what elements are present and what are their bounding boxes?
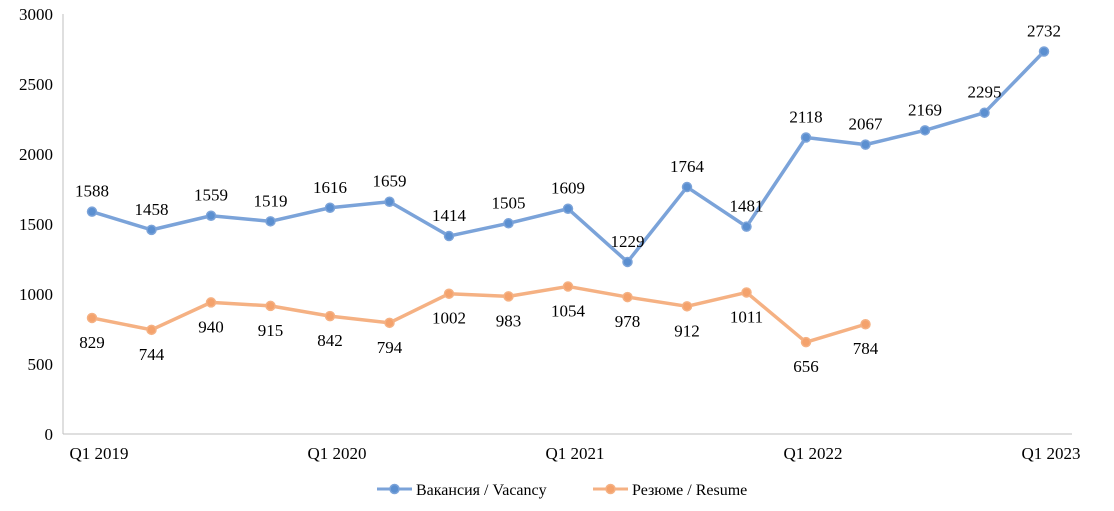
data-point [384,196,395,207]
data-point [979,107,990,118]
data-label: 1659 [373,172,407,191]
data-point [86,206,98,217]
data-labels: 1588 1458 1559 1519 1616 1659 1414 1505 1609 1229… [75,22,1061,377]
data-label: 2067 [849,115,884,134]
data-point [622,291,633,303]
legend-marker-0 [389,483,400,495]
data-point [800,132,812,143]
data-label: 1505 [492,193,526,212]
data-label: 1559 [194,186,228,205]
x-tick-label: Q1 2020 [307,444,366,463]
data-label: 784 [853,339,879,358]
data-label: 978 [615,312,641,331]
legend-marker-1 [605,483,616,495]
y-tick-label: 500 [28,355,54,374]
data-point [562,203,574,214]
data-point [503,218,514,229]
data-label: 2732 [1027,22,1061,41]
data-label: 1764 [670,157,705,176]
data-label: 2169 [908,100,942,119]
data-label: 1011 [730,307,763,326]
data-label: 794 [377,338,403,357]
data-point [860,139,871,150]
data-point [741,221,752,232]
data-label: 1229 [611,232,645,251]
legend-label-1: Резюме / Resume [632,482,747,499]
data-point [1038,46,1050,57]
data-point [503,291,514,302]
legend-label-0: Вакансия / Vacancy [416,482,547,499]
data-point [681,181,693,193]
y-tick-label: 1500 [19,215,53,234]
data-label: 656 [793,357,819,376]
data-label: 1609 [551,179,585,198]
data-point [919,125,931,136]
data-point [86,312,98,324]
data-point [265,216,276,227]
axes: 0 500 1000 1500 2000 2500 3000 Q1 2019 Q1 2020 Q1… [19,5,1081,463]
data-point [443,288,455,299]
data-point [860,318,871,330]
data-point [324,202,336,214]
data-label: 1519 [254,191,288,210]
data-label: 1588 [75,182,109,201]
data-label: 744 [139,345,165,364]
y-tick-label: 2000 [19,145,53,164]
series-line-1 [90,284,868,344]
data-point [324,310,336,322]
data-point [384,317,395,329]
legend: Вакансия / Vacancy Резюме / Resume [377,482,747,499]
x-tick-label: Q1 2022 [783,444,842,463]
data-point [562,281,574,292]
data-label: 915 [258,321,284,340]
data-point [800,336,812,348]
series-line-0 [90,49,1046,264]
x-tick-label: Q1 2023 [1021,444,1080,463]
data-label: 1054 [551,301,586,320]
data-label: 912 [674,321,700,340]
x-tick-label: Q1 2019 [69,444,128,463]
data-label: 983 [496,311,522,330]
data-point [741,287,752,298]
y-tick-label: 0 [45,425,54,444]
data-label: 1414 [432,206,467,225]
y-tick-label: 2500 [19,75,53,94]
data-point [622,256,633,268]
data-label: 2295 [968,83,1002,102]
data-label: 1481 [730,197,764,216]
data-point [146,324,157,336]
x-tick-label: Q1 2021 [545,444,604,463]
y-tick-label: 1000 [19,285,53,304]
data-label: 1616 [313,178,347,197]
data-point [205,297,217,308]
data-label: 842 [317,331,343,350]
data-label: 2118 [789,107,822,126]
data-label: 1458 [135,200,169,219]
data-label: 829 [79,333,105,352]
data-point [681,301,693,312]
data-label: 1002 [432,309,466,328]
data-point [443,230,455,242]
data-point [265,300,276,312]
data-point [146,224,157,236]
data-label: 940 [198,317,224,336]
data-point [205,210,217,221]
y-tick-label: 3000 [19,5,53,24]
markers [86,46,1050,348]
